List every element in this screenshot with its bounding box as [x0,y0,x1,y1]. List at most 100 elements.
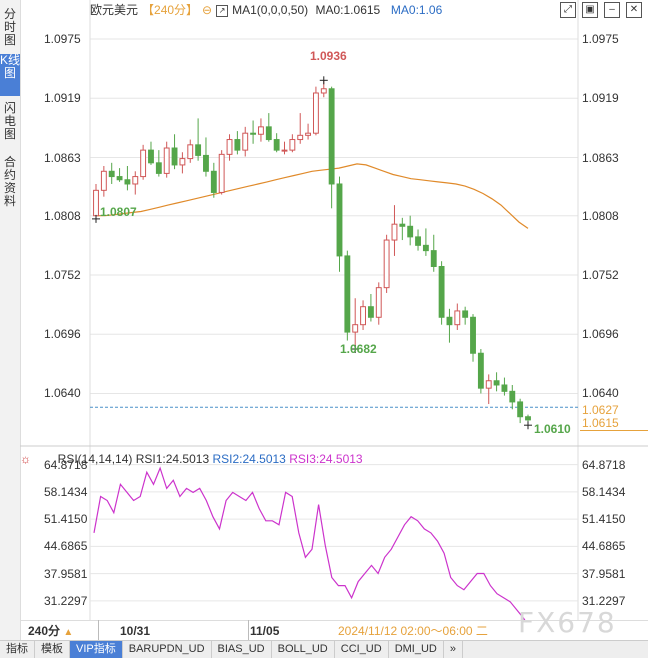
chart-header: 欧元美元 【240分】 ⊖ ↗ MA1(0,0,0,50) MA0:1.0615 MA0… [90,0,446,20]
high-annotation: 1.0936 [310,49,347,63]
price-tick-right: 1.0863 [582,150,619,165]
period-select[interactable]: 240分 ▲ [28,624,74,638]
rsi-tick-left: 64.8718 [44,457,88,472]
candle-body [116,176,123,181]
minus-circle-icon[interactable]: ⊖ [202,3,213,17]
candle-body [148,149,154,164]
candle-body [187,144,194,160]
candlestick-chart[interactable] [0,0,648,620]
candle-body [226,139,233,155]
candle-body [163,147,170,174]
candle-body [297,134,304,141]
tab-kline[interactable]: K线图 [0,54,20,96]
price-tick-left: 1.0640 [44,386,81,401]
rsi-tick-right: 51.4150 [582,512,626,527]
candle-body [415,236,421,246]
tab-boll[interactable]: BOLL_UD [272,641,335,658]
candle-body [477,352,484,389]
timeline-divider-1 [98,620,99,640]
candle-body [289,139,296,151]
tab-contract-info[interactable]: 合约资料 [3,155,16,208]
rsi-tick-right: 31.2297 [582,593,626,608]
ma0-value-1: MA0:1.0615 [315,3,381,17]
candle-body [525,416,531,421]
rsi-tick-right: 37.9581 [582,566,626,581]
candle-body [462,310,469,318]
candle-body [210,170,217,193]
candle-body [391,223,398,241]
candle-body [485,380,492,389]
expand-icon[interactable]: ⤢ [560,2,576,18]
tab-timeshare[interactable]: 分时图 [3,7,16,47]
period-label: 【240分】 [142,3,199,17]
candle-body [454,310,461,326]
time-axis-bar: 240分 ▲ 10/31 11/05 2024/11/12 02:00～06:0… [20,620,648,641]
price-tick-left: 1.0808 [44,208,81,223]
price-tick-right: 1.0919 [582,91,619,106]
more-tabs-button[interactable]: » [444,641,463,658]
candle-body [242,132,249,151]
symbol-name: 欧元美元 [90,3,139,17]
price-tick-left: 1.0696 [44,327,81,342]
price-tick-left: 1.0863 [44,150,81,165]
candle-body [179,158,186,166]
rsi-header: ☼ RSI(14,14,14) RSI1:24.5013 RSI2:24.501… [20,452,363,466]
rsi1-value: RSI1:24.5013 [135,452,210,466]
price-tick-right: 1.0752 [582,267,619,282]
candle-body [218,153,225,193]
candle-body [352,324,359,333]
candle-body [132,176,139,185]
candle-body [100,170,107,191]
rsi-tick-left: 51.4150 [44,512,88,527]
last-price-tag: 1.0627 [582,403,619,417]
candle-body [203,154,209,172]
tab-barupdn[interactable]: BARUPDN_UD [123,641,212,658]
candle-body [305,132,312,136]
rsi-tick-left: 44.6865 [44,539,88,554]
tab-flash[interactable]: 闪电图 [3,101,16,141]
price-tick-right: 1.0696 [582,327,619,342]
price-tick-right: 1.0808 [582,208,619,223]
ma-line [96,163,529,229]
window-icon[interactable]: ▣ [582,2,598,18]
date-label-2: 11/05 [250,624,280,638]
rsi-line [93,466,526,620]
timeline-divider-2 [248,620,249,640]
ma0-value-2: MA0:1.06 [390,3,443,17]
tab-cci[interactable]: CCI_UD [335,641,389,658]
date-label-1: 10/31 [120,624,151,638]
low-annotation-1: 1.0807 [100,205,137,219]
candle-body [265,126,272,141]
minimize-icon[interactable]: – [604,2,620,18]
candle-body [367,306,374,318]
candle-body [273,139,280,151]
tab-templates[interactable]: 模板 [35,641,70,658]
candle-body [336,183,343,257]
tab-dmi[interactable]: DMI_UD [389,641,444,658]
tab-vip-indicators[interactable]: VIP指标 [70,641,123,658]
window-toolbar: ⤢ ▣ – ✕ [560,2,642,18]
sun-icon[interactable]: ☼ [20,452,31,466]
candle-body [171,147,178,166]
rsi-tick-right: 58.1434 [582,484,626,499]
candle-body [422,244,429,252]
rsi-tick-left: 31.2297 [44,593,88,608]
candle-body [517,401,524,418]
candle-body [509,390,516,403]
candle-body [108,170,115,178]
candle-body [258,126,264,135]
rsi-tick-right: 44.6865 [582,539,626,554]
rsi-tick-right: 64.8718 [582,457,626,472]
candle-body [430,250,437,267]
candle-body [250,132,257,135]
candle-body [234,139,241,151]
rsi-tick-left: 58.1434 [44,484,88,499]
candle-body [446,316,453,326]
tab-indicators[interactable]: 指标 [0,641,35,658]
up-arrow-icon: ▲ [63,627,74,638]
ma-settings-icon[interactable]: ↗ [216,4,229,17]
price-tick-left: 1.0919 [44,91,81,106]
tab-bias[interactable]: BIAS_UD [212,641,272,658]
candle-body [195,144,202,156]
close-icon[interactable]: ✕ [626,2,642,18]
